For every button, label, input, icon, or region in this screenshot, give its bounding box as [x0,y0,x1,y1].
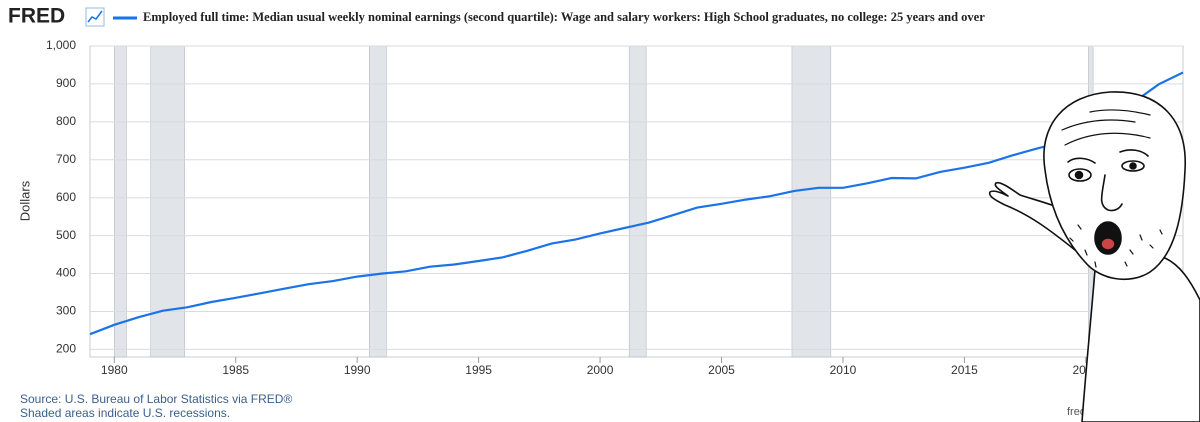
y-tick-label: 900 [56,76,76,90]
line [89,71,1184,336]
y-tick-label: 200 [56,342,76,356]
x-tick-label: 2000 [587,363,614,377]
recession-band [628,45,647,358]
x-tick-label: 1995 [465,363,492,377]
source: Source: U.S. Bureau of Labor Statistics … [20,392,292,406]
y-axis-label: Dollars [17,180,32,221]
recession-band [791,45,832,358]
y-tick-label: 1,000 [46,38,76,52]
legend-label: Employed full time: Median usual weekly … [143,10,985,24]
y-tick-label: 400 [56,266,76,280]
brand-icon [85,7,105,27]
y-tick-label: 500 [56,228,76,242]
brand: FRED [8,5,65,28]
meme-face [988,91,1200,422]
x-tick-label: 1990 [344,363,371,377]
x-tick-label: 1980 [101,363,128,377]
x-tick-label: 2005 [708,363,735,377]
y-tick-label: 300 [56,304,76,318]
x-tick-label: 2015 [951,363,978,377]
y-tick-label: 600 [56,190,76,204]
note: Shaded areas indicate U.S. recessions. [20,406,230,420]
y-tick-label: 700 [56,152,76,166]
x-tick-label: 1985 [222,363,249,377]
y-tick-label: 800 [56,114,76,128]
recession-band [369,45,387,358]
recession-band [113,45,127,358]
recession-band [150,45,186,358]
x-tick-label: 2010 [830,363,857,377]
